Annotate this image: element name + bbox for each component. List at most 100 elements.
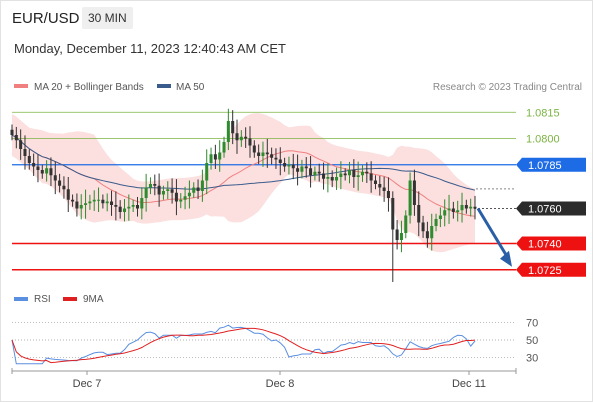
rsi-legend-label: RSI bbox=[34, 294, 51, 305]
candle-body bbox=[179, 199, 183, 202]
candle-body bbox=[118, 206, 122, 212]
candle-body bbox=[252, 145, 256, 153]
ma9-line bbox=[11, 327, 476, 364]
x-tick-label: Dec 8 bbox=[266, 378, 295, 390]
candle-body bbox=[45, 168, 49, 174]
candle-body bbox=[88, 201, 92, 204]
candle-body bbox=[23, 149, 27, 156]
candle-body bbox=[421, 222, 425, 232]
level-label-1.0740: 1.0740 bbox=[528, 239, 562, 251]
x-axis-ticks: Dec 7 Dec 8 Dec 11 bbox=[11, 368, 517, 390]
candle-body bbox=[369, 173, 373, 181]
candle-body bbox=[430, 226, 434, 239]
timeframe-badge[interactable]: 30 MIN bbox=[82, 7, 133, 29]
ma50-line bbox=[11, 134, 476, 191]
candle-body bbox=[309, 168, 313, 176]
candle-body bbox=[183, 196, 187, 200]
candle-body bbox=[66, 189, 70, 200]
candle-body bbox=[343, 173, 347, 176]
candle-body bbox=[248, 138, 252, 146]
candle-body bbox=[261, 152, 265, 156]
rsi-line bbox=[11, 324, 476, 365]
candle-body bbox=[235, 133, 239, 141]
candle-body bbox=[270, 154, 274, 158]
candle-body bbox=[317, 171, 321, 174]
last-price-label: 1.0760 bbox=[528, 204, 562, 216]
candle-body bbox=[283, 163, 287, 167]
timestamp: Monday, December 11, 2023 12:40:43 AM CE… bbox=[14, 41, 286, 56]
candle-body bbox=[438, 215, 442, 219]
candle-body bbox=[218, 152, 222, 160]
candle-body bbox=[322, 173, 326, 179]
candle-body bbox=[464, 205, 468, 209]
candle-body bbox=[395, 229, 399, 240]
candle-body bbox=[244, 136, 248, 139]
candle-body bbox=[122, 208, 127, 212]
candle-body bbox=[196, 187, 200, 191]
candle-body bbox=[412, 180, 416, 205]
candle-body bbox=[153, 184, 157, 186]
forecast-arrow-head bbox=[500, 250, 512, 267]
candle-body bbox=[49, 168, 53, 176]
forecast-arrow-line bbox=[476, 207, 511, 261]
level-tag-1.0725 bbox=[516, 262, 586, 277]
candle-body bbox=[330, 177, 334, 181]
candle-body bbox=[27, 156, 31, 163]
candle-body bbox=[226, 121, 230, 142]
candle-body bbox=[97, 199, 101, 201]
candle-body bbox=[62, 185, 66, 190]
symbol-title: EUR/USD bbox=[12, 10, 80, 27]
candle-body bbox=[84, 203, 88, 205]
candle-body bbox=[460, 205, 464, 211]
rsi-tick-label: 70 bbox=[526, 318, 538, 330]
candle-body bbox=[417, 205, 421, 223]
rsi-tick-label: 50 bbox=[526, 335, 538, 347]
candle-body bbox=[382, 187, 386, 191]
candle-body bbox=[335, 177, 339, 181]
credit-text: Research © 2023 Trading Central bbox=[433, 82, 582, 93]
candle-body bbox=[408, 180, 412, 216]
candle-body bbox=[58, 180, 62, 186]
candle-body bbox=[14, 135, 18, 141]
candle-body bbox=[257, 152, 261, 156]
candle-body bbox=[161, 191, 165, 195]
candle-body bbox=[473, 206, 477, 209]
candle-body bbox=[36, 166, 40, 170]
level-label-1.0800: 1.0800 bbox=[526, 134, 560, 146]
candle-body bbox=[274, 157, 278, 160]
bollinger-band bbox=[12, 113, 475, 253]
ma50-legend-label: MA 50 bbox=[176, 82, 205, 93]
candle-body bbox=[200, 180, 204, 191]
rsi-legend-swatch bbox=[14, 297, 28, 301]
candle-body bbox=[425, 231, 429, 239]
candle-body bbox=[386, 191, 390, 198]
candle-body bbox=[373, 180, 377, 184]
last-price-tag bbox=[516, 201, 586, 216]
candle-body bbox=[326, 177, 330, 179]
candle-body bbox=[434, 219, 438, 226]
candle-body bbox=[19, 140, 23, 149]
candle-body bbox=[278, 159, 282, 163]
candle-body bbox=[399, 233, 403, 240]
candle-body bbox=[79, 205, 83, 209]
level-label-1.0785: 1.0785 bbox=[528, 160, 562, 172]
candle-body bbox=[75, 201, 79, 209]
candle-body bbox=[352, 170, 356, 177]
ma9-legend-label: 9MA bbox=[83, 294, 104, 305]
candle-body bbox=[92, 199, 96, 202]
candle-body bbox=[404, 215, 408, 233]
candle-body bbox=[157, 185, 161, 195]
candle-body bbox=[114, 205, 118, 207]
candle-body bbox=[187, 192, 191, 197]
candle-body bbox=[469, 206, 473, 209]
rsi-tick-label: 30 bbox=[526, 352, 538, 364]
candle-body bbox=[347, 170, 352, 176]
candle-body bbox=[447, 208, 451, 211]
candle-body bbox=[443, 210, 447, 216]
candle-body bbox=[110, 201, 114, 205]
candle-body bbox=[10, 129, 14, 135]
level-label-1.0815: 1.0815 bbox=[526, 107, 560, 119]
candle-body bbox=[135, 205, 140, 209]
candle-body bbox=[296, 168, 300, 172]
rsi-panel: 70 50 30 bbox=[11, 318, 538, 365]
